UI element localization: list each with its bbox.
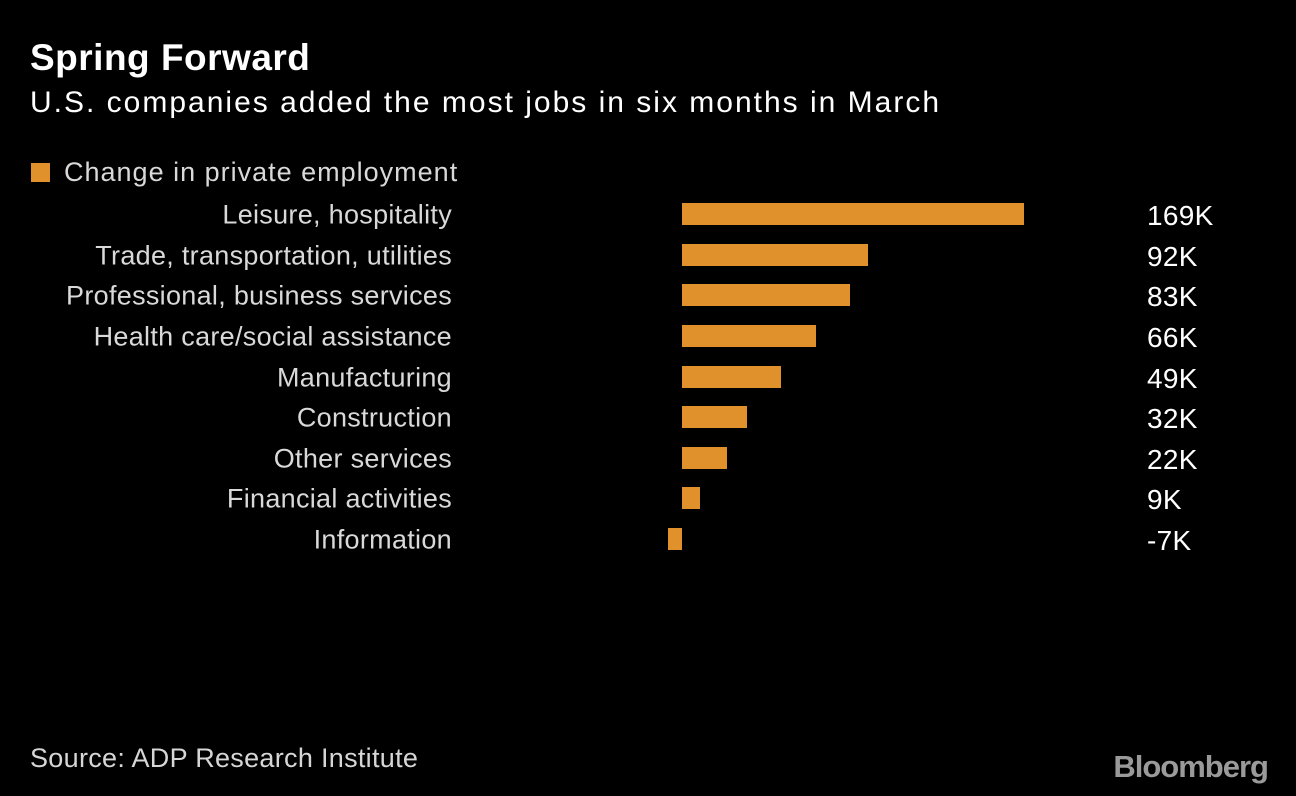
row-value: 49K — [1147, 362, 1198, 394]
row-label: Health care/social assistance — [93, 321, 452, 352]
chart-row: Information -7K — [0, 519, 1296, 560]
chart-title: Spring Forward — [30, 37, 311, 78]
row-label: Construction — [296, 402, 452, 433]
legend-swatch-icon — [31, 163, 50, 182]
bar — [682, 406, 747, 429]
row-value: 92K — [1147, 240, 1198, 272]
row-value: 66K — [1147, 322, 1198, 354]
row-label: Other services — [273, 443, 452, 474]
row-value: 32K — [1147, 403, 1198, 435]
chart-row: Leisure, hospitality 169K — [0, 194, 1296, 235]
bar — [682, 203, 1025, 226]
bar — [682, 243, 869, 266]
bloomberg-logo: Bloomberg — [1113, 749, 1269, 784]
row-value: -7K — [1147, 525, 1192, 557]
chart-row: Manufacturing 49K — [0, 356, 1296, 397]
chart-row: Health care/social assistance 66K — [0, 316, 1296, 357]
chart-row: Trade, transportation, utilities 92K — [0, 235, 1296, 276]
row-label: Professional, business services — [66, 280, 452, 311]
chart-subtitle: U.S. companies added the most jobs in si… — [30, 86, 942, 119]
row-label: Trade, transportation, utilities — [95, 240, 452, 271]
legend-label: Change in private employment — [64, 157, 459, 187]
source-note: Source: ADP Research Institute — [30, 743, 419, 773]
row-label: Information — [313, 524, 452, 555]
bar — [682, 284, 851, 307]
chart-row: Construction 32K — [0, 397, 1296, 438]
chart-row: Professional, business services 83K — [0, 275, 1296, 316]
chart-row: Other services 22K — [0, 438, 1296, 479]
bar — [682, 365, 782, 388]
bar — [667, 528, 682, 551]
row-value: 9K — [1147, 484, 1182, 516]
bar — [682, 487, 701, 510]
row-value: 22K — [1147, 443, 1198, 475]
row-value: 83K — [1147, 281, 1198, 313]
row-label: Financial activities — [226, 483, 452, 514]
row-value: 169K — [1147, 200, 1214, 232]
bar — [682, 325, 816, 348]
row-label: Leisure, hospitality — [222, 199, 452, 230]
chart-rows: Leisure, hospitality 169K Trade, transpo… — [0, 194, 1296, 559]
row-label: Manufacturing — [277, 362, 452, 393]
bar — [682, 446, 727, 469]
chart-row: Financial activities 9K — [0, 478, 1296, 519]
legend: Change in private employment — [31, 157, 458, 188]
